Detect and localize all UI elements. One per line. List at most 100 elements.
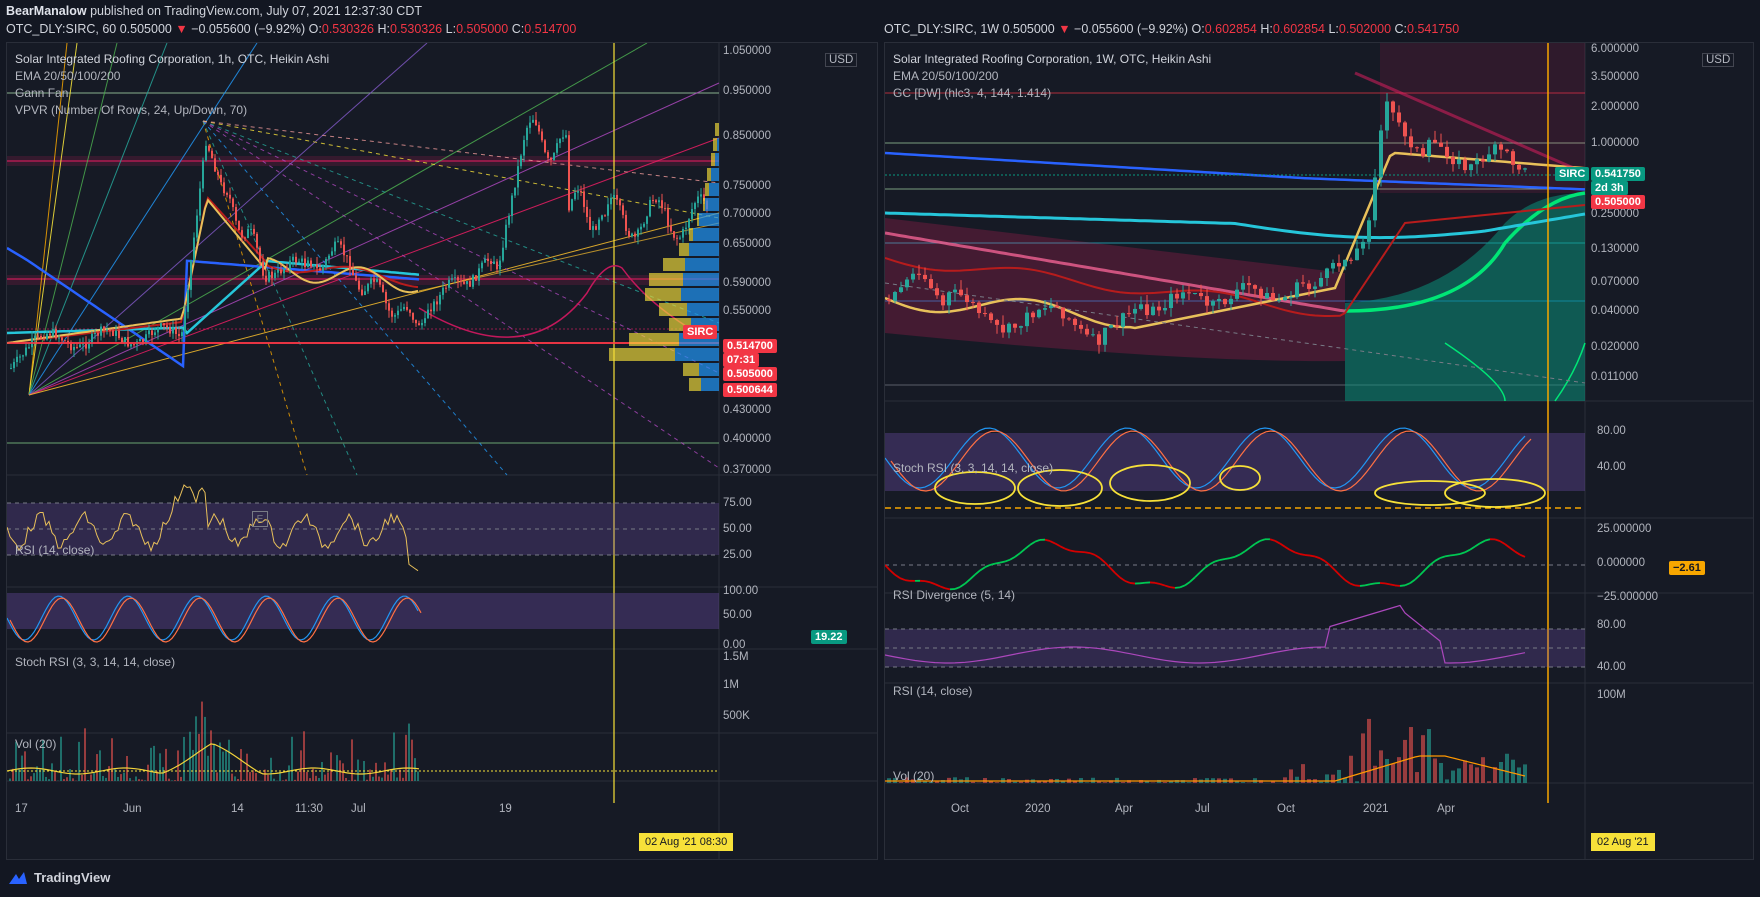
divergence-segment bbox=[1099, 557, 1106, 564]
candle-body bbox=[328, 255, 330, 259]
divergence-segment bbox=[1084, 551, 1091, 554]
candle-body bbox=[1127, 313, 1131, 315]
right-vol-title[interactable]: Vol (20) bbox=[893, 769, 935, 783]
candle-body bbox=[214, 158, 216, 172]
candle-body bbox=[496, 261, 498, 270]
volume-bar bbox=[1037, 780, 1041, 783]
left-price-tag: 0.514700 bbox=[723, 339, 777, 353]
candle-body bbox=[94, 332, 96, 334]
left-x-axis-label: 11:30 bbox=[295, 803, 323, 815]
right-legend-ema[interactable]: EMA 20/50/100/200 bbox=[893, 69, 999, 83]
candle-body bbox=[1157, 306, 1161, 311]
candle-body bbox=[1277, 300, 1281, 302]
candle-body bbox=[196, 215, 198, 238]
left-stoch-title[interactable]: Stoch RSI (3, 3, 14, 14, close) bbox=[15, 655, 176, 669]
footer: TradingView bbox=[0, 860, 1760, 897]
candle-body bbox=[208, 145, 210, 151]
left-vol-title[interactable]: Vol (20) bbox=[15, 737, 57, 751]
right-open-label: O: bbox=[1191, 22, 1205, 36]
right-legend-gc[interactable]: GC [DW] (hlc3, 4, 144, 1.414) bbox=[893, 86, 1052, 100]
volume-bar bbox=[288, 765, 290, 781]
candle-body bbox=[532, 119, 534, 123]
candle-body bbox=[1235, 289, 1239, 299]
candle-body bbox=[1307, 283, 1311, 289]
tradingview-logo[interactable]: TradingView bbox=[8, 870, 110, 885]
candle-body bbox=[25, 347, 27, 356]
author-name[interactable]: BearManalow bbox=[6, 4, 87, 18]
candle-body bbox=[103, 326, 105, 330]
candle-body bbox=[676, 237, 678, 239]
right-rsi-title[interactable]: RSI (14, close) bbox=[893, 684, 973, 698]
volume-bar bbox=[231, 773, 233, 781]
candle-body bbox=[46, 333, 48, 340]
candle-body bbox=[199, 188, 201, 216]
right-currency-label[interactable]: USD bbox=[1702, 53, 1735, 67]
right-change: −0.055600 (−9.92%) bbox=[1074, 22, 1189, 36]
right-price-axis-label: 6.000000 bbox=[1591, 43, 1639, 55]
candle-body bbox=[1451, 156, 1455, 165]
vpvr-down-bar bbox=[711, 153, 715, 166]
divergence-segment bbox=[1279, 542, 1286, 548]
candle-body bbox=[917, 273, 921, 275]
volume-bar bbox=[141, 779, 143, 781]
volume-bar bbox=[9, 778, 11, 781]
candle-body bbox=[259, 247, 261, 262]
right-x-axis-label: Apr bbox=[1115, 803, 1133, 815]
left-symbol[interactable]: OTC_DLY:SIRC, 60 bbox=[6, 22, 117, 36]
right-div-title[interactable]: RSI Divergence (5, 14) bbox=[893, 588, 1016, 602]
candle-body bbox=[1007, 323, 1011, 333]
divergence-segment bbox=[1309, 554, 1316, 558]
candle-body bbox=[661, 200, 663, 209]
divergence-segment bbox=[1464, 548, 1471, 554]
right-stoch-title[interactable]: Stoch RSI (3, 3, 14, 14, close) bbox=[893, 461, 1054, 475]
volume-bar bbox=[240, 749, 242, 781]
volume-bar bbox=[1121, 782, 1125, 783]
left-legend-vpvr[interactable]: VPVR (Number Of Rows, 24, Up/Down, 70) bbox=[15, 103, 248, 117]
right-chart-canvas[interactable] bbox=[885, 43, 1754, 860]
left-legend-ema[interactable]: EMA 20/50/100/200 bbox=[15, 69, 121, 83]
candle-body bbox=[1145, 304, 1149, 316]
candle-body bbox=[634, 233, 636, 237]
right-low: 0.502000 bbox=[1338, 22, 1392, 36]
candle-body bbox=[406, 306, 408, 310]
divergence-segment bbox=[1324, 560, 1331, 567]
candle-body bbox=[529, 122, 531, 128]
divergence-segment bbox=[1364, 583, 1371, 587]
left-x-axis-label: Jun bbox=[123, 803, 142, 815]
vpvr-down-bar bbox=[645, 288, 681, 301]
stoch-d-line bbox=[9, 597, 422, 643]
divergence-segment bbox=[1444, 554, 1451, 558]
candle-body bbox=[385, 291, 387, 304]
left-legend-gann[interactable]: Gann Fan bbox=[15, 86, 69, 100]
left-currency-label[interactable]: USD bbox=[825, 53, 858, 67]
right-div-axis-label: 0.000000 bbox=[1597, 557, 1645, 569]
volume-bar bbox=[408, 723, 410, 781]
left-legend-title[interactable]: Solar Integrated Roofing Corporation, 1h… bbox=[15, 52, 330, 66]
divergence-segment bbox=[1349, 582, 1356, 587]
divergence-segment bbox=[1274, 540, 1281, 545]
left-chart-canvas[interactable] bbox=[7, 43, 878, 860]
candle-body bbox=[148, 330, 150, 335]
left-chart-panel[interactable]: Solar Integrated Roofing Corporation, 1h… bbox=[6, 42, 878, 860]
divergence-segment bbox=[1269, 538, 1276, 542]
candle-body bbox=[397, 310, 399, 316]
candle-body bbox=[484, 258, 486, 263]
gann-fan-ray bbox=[202, 120, 720, 219]
volume-bar bbox=[54, 770, 56, 781]
candle-body bbox=[310, 260, 312, 267]
right-legend-title[interactable]: Solar Integrated Roofing Corporation, 1W… bbox=[893, 52, 1212, 66]
volume-bar bbox=[42, 740, 44, 781]
left-rsi-title[interactable]: RSI (14, close) bbox=[15, 543, 95, 557]
candle-body bbox=[289, 260, 291, 270]
candle-body bbox=[478, 268, 480, 281]
earnings-marker-icon[interactable]: E bbox=[252, 511, 268, 527]
candle-body bbox=[1439, 142, 1443, 147]
right-chart-panel[interactable]: Solar Integrated Roofing Corporation, 1W… bbox=[884, 42, 1754, 860]
candle-body bbox=[929, 279, 933, 289]
divergence-segment bbox=[1244, 546, 1251, 553]
candle-body bbox=[430, 309, 432, 312]
divergence-segment bbox=[1249, 543, 1256, 549]
vpvr-up-bar bbox=[717, 138, 719, 151]
right-price-tag: 2d 3h bbox=[1591, 181, 1628, 195]
right-symbol[interactable]: OTC_DLY:SIRC, 1W bbox=[884, 22, 1000, 36]
